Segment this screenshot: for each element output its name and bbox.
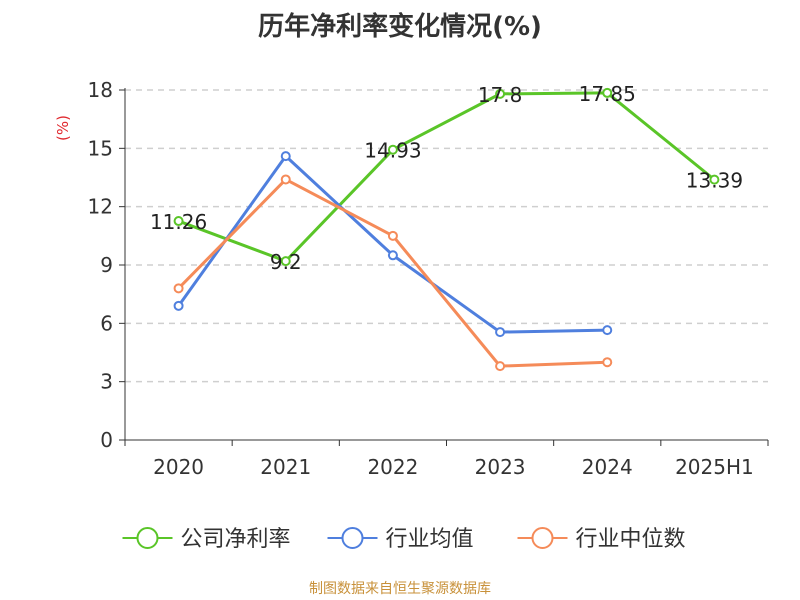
x-tick-label: 2024 <box>582 455 633 479</box>
legend-marker <box>136 527 159 549</box>
legend: 公司净利率 行业均值 行业中位数 <box>122 527 686 552</box>
x-tick-label: 2020 <box>153 455 204 479</box>
grid-lines <box>125 89 768 383</box>
legend-label: 行业中位数 <box>576 527 686 552</box>
data-point <box>602 325 613 336</box>
legend-item: 行业中位数 <box>517 527 686 552</box>
legend-item: 行业均值 <box>327 527 474 552</box>
data-point <box>495 361 506 372</box>
axes: 0 3 6 9 12 15 18 2020 2021 2022 2023 2024 2025H1 (%) <box>54 78 769 479</box>
y-tick-label: 3 <box>100 370 113 394</box>
data-labels: 11.26 9.2 14.93 17.8 17.85 13.39 <box>150 82 743 274</box>
data-point <box>387 250 398 261</box>
data-label: 14.93 <box>364 139 421 163</box>
y-tick-label: 18 <box>88 78 113 102</box>
x-tick-label: 2022 <box>367 455 418 479</box>
y-tick-label: 6 <box>100 311 113 335</box>
y-tick-label: 9 <box>100 253 113 277</box>
x-tick-label: 2023 <box>475 455 526 479</box>
legend-item: 公司净利率 <box>122 527 291 552</box>
series-line <box>177 177 608 368</box>
data-point <box>387 144 398 155</box>
data-point <box>495 88 506 99</box>
data-point <box>280 174 291 185</box>
data-label: 9.2 <box>270 250 302 274</box>
series-line <box>178 91 716 263</box>
data-point <box>173 283 184 294</box>
y-tick-label: 0 <box>100 428 113 452</box>
data-source-note: 制图数据来自恒生聚源数据库 <box>309 581 491 597</box>
data-label: 17.85 <box>579 82 636 106</box>
data-label: 11.26 <box>150 210 207 234</box>
x-tick-label: 2021 <box>260 455 311 479</box>
legend-label: 行业均值 <box>386 527 474 552</box>
legend-marker <box>531 527 554 549</box>
data-point <box>602 357 613 368</box>
y-tick-label: 15 <box>88 136 113 160</box>
y-tick-label: 12 <box>88 195 113 219</box>
y-axis-unit-label: (%) <box>54 115 72 141</box>
chart-title: 历年净利率变化情况(%) <box>258 12 542 42</box>
legend-marker <box>341 527 364 549</box>
data-point <box>387 230 398 241</box>
data-point <box>173 300 184 311</box>
data-point <box>280 151 291 162</box>
data-point <box>709 174 720 185</box>
data-label: 13.39 <box>686 169 743 193</box>
x-tick-label: 2025H1 <box>675 455 754 479</box>
data-point <box>495 327 506 338</box>
legend-label: 公司净利率 <box>181 527 291 552</box>
data-point <box>602 87 613 98</box>
data-point <box>173 216 184 227</box>
data-label: 17.8 <box>478 83 523 107</box>
series-lines <box>173 87 720 372</box>
data-point <box>280 256 291 267</box>
